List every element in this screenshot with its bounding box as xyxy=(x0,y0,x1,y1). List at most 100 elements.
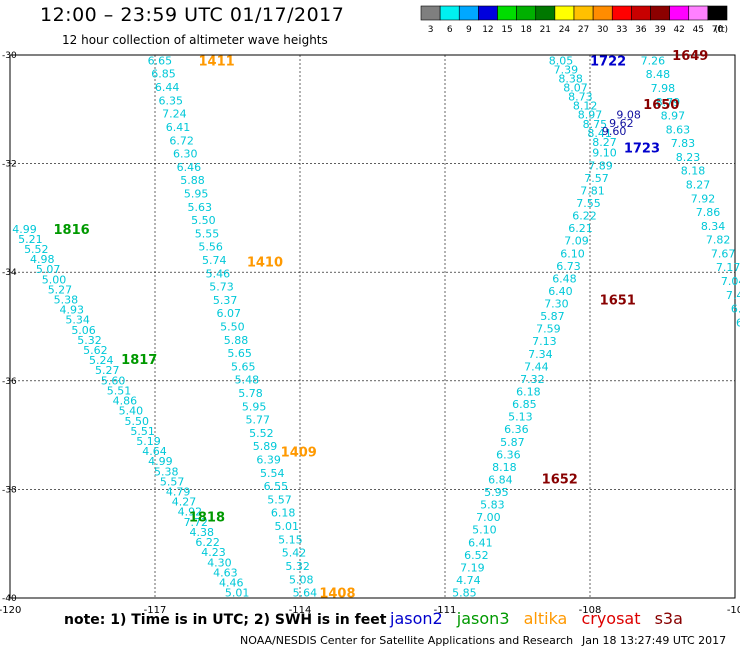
legend-swatch xyxy=(439,5,460,21)
wave-height-value: 5.07 xyxy=(36,263,61,276)
wave-height-value: 8.27 xyxy=(686,178,711,191)
wave-height-value: 4.27 xyxy=(172,496,197,509)
legend-swatch xyxy=(420,5,441,21)
wave-height-value: 7.86 xyxy=(696,206,721,219)
wave-height-value: 5.95 xyxy=(484,486,509,499)
wave-height-value: 7.17 xyxy=(716,261,740,274)
legend-label: 21 xyxy=(540,25,551,35)
wave-height-value: 6.30 xyxy=(173,148,198,161)
pass-time-label: 1652 xyxy=(542,473,578,488)
wave-height-value: 6.18 xyxy=(516,386,541,399)
legend-swatch xyxy=(478,5,498,21)
wave-height-value: 6.41 xyxy=(166,121,191,134)
wave-height-value: 4.79 xyxy=(166,486,191,499)
satellite-jason3: jason3 xyxy=(456,609,510,628)
wave-height-value: 8.23 xyxy=(676,151,701,164)
wave-height-value: 6.21 xyxy=(568,222,593,235)
wave-height-value: 6.39 xyxy=(731,303,740,316)
legend-label: 39 xyxy=(654,25,666,35)
wave-height-value: 5.42 xyxy=(282,547,307,560)
wave-height-value: 6.46 xyxy=(177,161,202,174)
pass-time-label: 1817 xyxy=(121,353,157,368)
wave-height-value: 4.64 xyxy=(142,445,167,458)
wave-height-value: 6.65 xyxy=(148,54,173,67)
pass-time-label: 1649 xyxy=(672,49,708,64)
wave-height-value: 4.30 xyxy=(207,556,232,569)
wave-height-value: 7.39 xyxy=(554,63,579,76)
wave-height-value: 5.87 xyxy=(540,310,565,323)
wave-height-value: 5.13 xyxy=(508,411,533,424)
wave-height-value: 6.22 xyxy=(195,536,220,549)
wave-height-value: 7.04 xyxy=(721,275,740,288)
legend-swatch xyxy=(592,5,613,21)
wave-height-value: 5.89 xyxy=(253,440,278,453)
wave-height-value: 5.01 xyxy=(274,520,299,533)
wave-height-value: 6.40 xyxy=(736,316,740,329)
wave-height-value: 5.27 xyxy=(48,283,73,296)
legend-label: 6 xyxy=(447,25,453,35)
wave-height-value: 5.57 xyxy=(160,475,185,488)
wave-height-value: 5.65 xyxy=(227,347,252,360)
wave-height-value: 6.72 xyxy=(169,134,194,147)
wave-height-value: 8.63 xyxy=(666,123,691,136)
satellite-legend: jason2 jason3 altika cryosat s3a xyxy=(390,609,692,628)
legend-unit: (ft) xyxy=(714,25,728,35)
legend-swatch xyxy=(458,5,479,21)
wave-height-value: 5.77 xyxy=(245,414,270,427)
wave-height-value: 5.83 xyxy=(480,499,505,512)
lat-tick-label: -32 xyxy=(2,160,17,170)
wave-height-value: 5.50 xyxy=(191,214,216,227)
pass-time-label: 1816 xyxy=(54,223,90,238)
wave-height-value: 5.57 xyxy=(267,493,292,506)
wave-height-value: 7.92 xyxy=(691,192,716,205)
legend-swatch xyxy=(707,5,728,21)
wave-height-value: 6.85 xyxy=(512,398,537,411)
satellite-jason2: jason2 xyxy=(390,609,443,628)
wave-height-value: 9.60 xyxy=(602,125,627,138)
wave-height-value: 4.99 xyxy=(12,223,37,236)
wave-height-value: 5.24 xyxy=(89,354,114,367)
wave-height-value: 5.48 xyxy=(235,374,260,387)
wave-height-value: 5.51 xyxy=(130,425,155,438)
lat-tick-label: -38 xyxy=(2,485,17,495)
wave-height-value: 5.19 xyxy=(136,435,161,448)
legend-swatch xyxy=(650,5,670,21)
wave-height-value: 5.51 xyxy=(107,384,132,397)
wave-height-value: 7.82 xyxy=(706,234,731,247)
wave-height-value: 7.89 xyxy=(588,159,613,172)
legend-swatch xyxy=(497,5,517,21)
wave-height-value: 6.22 xyxy=(572,210,597,223)
wave-height-value: 8.79 xyxy=(656,96,681,109)
page-title: 12:00 – 23:59 UTC 01/17/2017 xyxy=(40,4,345,26)
wave-height-value: 8.12 xyxy=(573,100,598,113)
legend-swatch xyxy=(573,5,594,21)
wave-height-value: 7.55 xyxy=(576,197,601,210)
page-subtitle: 12 hour collection of altimeter wave hei… xyxy=(62,33,328,47)
legend-swatch xyxy=(631,5,651,21)
wave-height-value: 4.92 xyxy=(178,506,203,519)
wave-height-value: 8.07 xyxy=(563,82,588,95)
wave-height-value: 5.54 xyxy=(260,467,285,480)
legend-swatch xyxy=(535,5,556,21)
wave-height-value: 8.73 xyxy=(568,91,593,104)
wave-height-value: 8.75 xyxy=(583,118,608,131)
legend-swatch xyxy=(554,5,575,21)
wave-height-value: 5.15 xyxy=(278,533,303,546)
wave-height-value: 6.18 xyxy=(271,507,296,520)
wave-height-value: 7.26 xyxy=(641,54,666,67)
wave-height-value: 4.23 xyxy=(201,546,226,559)
wave-height-value: 6.84 xyxy=(488,473,513,486)
wave-height-value: 4.74 xyxy=(456,574,481,587)
legend-swatch xyxy=(611,5,632,21)
lon-tick-label: -114 xyxy=(289,605,312,616)
wave-height-value: 7.00 xyxy=(476,511,501,524)
wave-height-value: 5.78 xyxy=(238,387,263,400)
wave-height-value: 5.37 xyxy=(213,294,238,307)
wave-height-value: 5.87 xyxy=(500,436,525,449)
legend-label: 70 xyxy=(712,25,724,35)
wave-height-value: 9.08 xyxy=(616,109,641,122)
wave-height-value: 8.27 xyxy=(592,136,617,149)
wave-height-value: 5.21 xyxy=(18,233,43,246)
wave-height-value: 5.63 xyxy=(187,201,212,214)
